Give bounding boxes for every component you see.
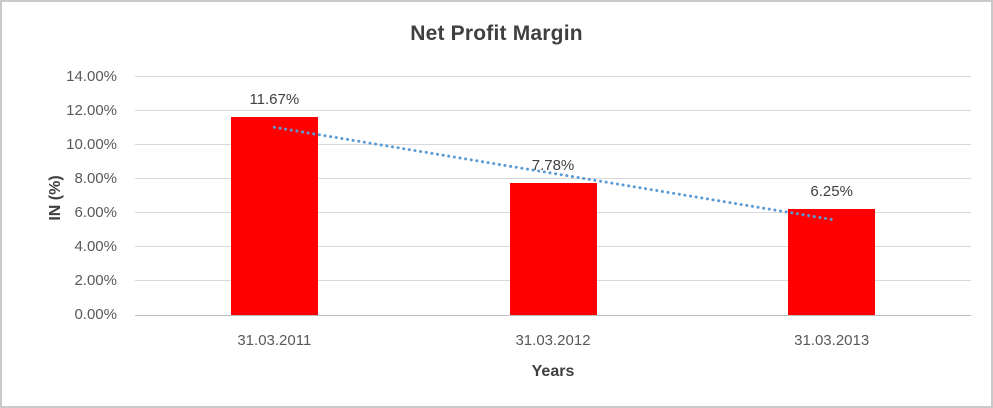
y-tick-label: 6.00% (74, 204, 117, 221)
y-tick-label: 0.00% (74, 306, 117, 323)
x-category-label: 31.03.2013 (794, 332, 870, 349)
y-tick-label: 14.00% (66, 68, 117, 85)
data-label: 7.78% (531, 156, 575, 174)
y-tick-label: 8.00% (74, 170, 117, 187)
bar-31.03.2013 (788, 208, 876, 315)
gridline (135, 110, 971, 111)
gridline (135, 76, 971, 77)
gridline (135, 144, 971, 145)
x-axis-title: Years (531, 363, 575, 380)
chart-title: Net Profit Margin (410, 22, 583, 45)
x-category-label: 31.03.2011 (237, 332, 312, 349)
y-tick-label: 2.00% (74, 272, 117, 289)
y-tick-label: 10.00% (66, 136, 117, 153)
dotted-trendline (272, 125, 834, 221)
data-label: 11.67% (249, 90, 300, 108)
gridline (135, 178, 971, 179)
x-category-label: 31.03.2012 (515, 332, 591, 349)
bar-31.03.2011 (230, 116, 318, 315)
x-axis-line (135, 315, 971, 316)
y-tick-label: 4.00% (74, 238, 117, 255)
data-label: 6.25% (810, 182, 853, 200)
trendline-layer (272, 125, 834, 221)
bar-31.03.2012 (509, 182, 597, 315)
plot-area: 11.67% 7.78% 6.25% (135, 76, 971, 316)
y-tick-label: 12.00% (66, 102, 117, 119)
